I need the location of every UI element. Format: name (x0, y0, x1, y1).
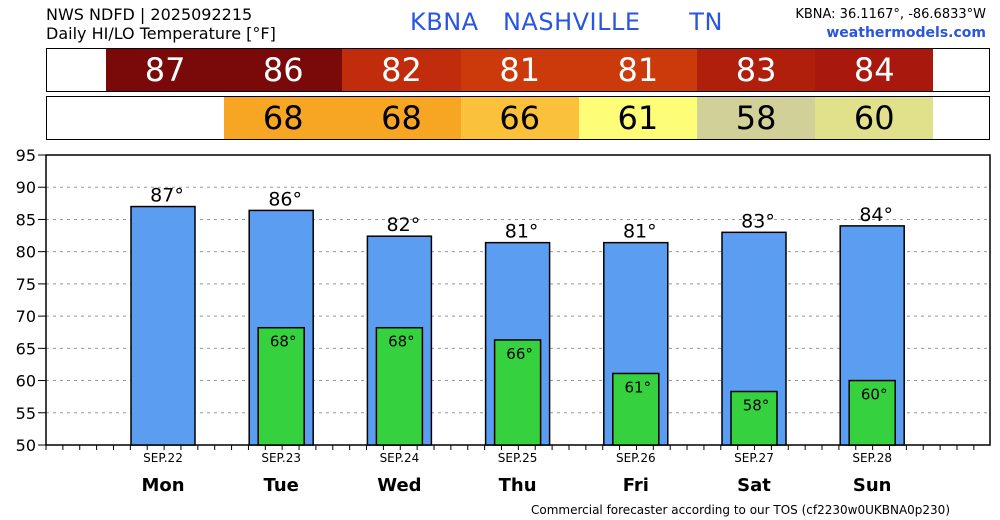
high-value-label: 84° (859, 204, 893, 226)
coordinates-label: KBNA: 36.1167°, -86.6833°W (795, 7, 986, 22)
high-value-label: 83° (741, 210, 775, 232)
site-link[interactable]: weathermodels.com (826, 25, 986, 41)
x-date-label: SEP.28 (852, 451, 892, 465)
header-left: NWS NDFD | 2025092215 Daily HI/LO Temper… (46, 5, 276, 43)
y-tick-label: 55 (16, 404, 36, 423)
y-tick-label: 70 (16, 307, 36, 326)
low-cell: 68 (342, 97, 461, 139)
low-cell: 66 (460, 97, 579, 139)
low-cell: 58 (697, 97, 816, 139)
low-value-label: 61° (625, 378, 652, 396)
y-tick-label: 75 (16, 275, 36, 294)
low-bar (612, 372, 660, 446)
station-title: KBNA NASHVILLE TN (410, 8, 723, 36)
x-date-label: SEP.23 (261, 451, 301, 465)
low-bar (848, 379, 896, 446)
x-day-label: Thu (499, 475, 537, 496)
x-day-label: Sat (737, 475, 771, 496)
x-date-label: SEP.26 (616, 451, 656, 465)
high-cell: 81 (460, 49, 579, 91)
y-tick-label: 65 (16, 339, 36, 358)
x-day-label: Fri (623, 475, 649, 496)
high-bar (130, 205, 196, 446)
low-cell (106, 97, 225, 139)
y-tick-label: 95 (16, 146, 36, 165)
y-tick-label: 50 (16, 436, 36, 455)
x-date-label: SEP.22 (143, 451, 183, 465)
x-date-label: SEP.24 (380, 451, 420, 465)
x-day-label: Sun (853, 475, 892, 496)
x-day-label: Tue (264, 475, 299, 496)
high-cell: 84 (815, 49, 934, 91)
y-tick-label: 80 (16, 243, 36, 262)
high-cell: 82 (342, 49, 461, 91)
low-value-label: 68° (270, 333, 297, 351)
high-value-label: 81° (505, 221, 539, 243)
high-cell: 83 (697, 49, 816, 91)
high-value-label: 87° (150, 185, 184, 207)
low-cell: 68 (224, 97, 343, 139)
low-value-label: 66° (506, 345, 533, 363)
x-day-label: Wed (377, 475, 421, 496)
y-tick-label: 85 (16, 210, 36, 229)
header-right: KBNA: 36.1167°, -86.6833°W weathermodels… (795, 5, 986, 43)
model-run-label: NWS NDFD | 2025092215 (46, 5, 253, 24)
x-date-label: SEP.25 (498, 451, 538, 465)
low-cell: 60 (815, 97, 934, 139)
high-temperature-strip: 87 86 82 81 81 83 84 (46, 48, 990, 92)
low-bar (730, 390, 778, 446)
low-value-label: 68° (388, 333, 415, 351)
tos-footer: Commercial forecaster according to our T… (530, 503, 950, 517)
y-tick-label: 90 (16, 178, 36, 197)
low-value-label: 60° (861, 386, 888, 404)
low-bar (375, 326, 424, 446)
high-cell: 87 (106, 49, 225, 91)
x-date-label: SEP.27 (734, 451, 774, 465)
chart-subtitle: Daily HI/LO Temperature [°F] (46, 24, 276, 43)
high-value-label: 86° (268, 188, 302, 210)
x-day-label: Mon (141, 475, 184, 496)
low-bar (257, 326, 305, 446)
high-cell: 86 (224, 49, 343, 91)
low-cell: 61 (578, 97, 697, 139)
y-tick-label: 60 (16, 372, 36, 391)
high-value-label: 82° (387, 214, 421, 236)
high-value-label: 81° (623, 221, 657, 243)
high-cell: 81 (578, 49, 697, 91)
low-bar (493, 339, 542, 446)
low-value-label: 58° (743, 397, 770, 415)
low-temperature-strip: 68 68 66 61 58 60 (46, 96, 990, 140)
